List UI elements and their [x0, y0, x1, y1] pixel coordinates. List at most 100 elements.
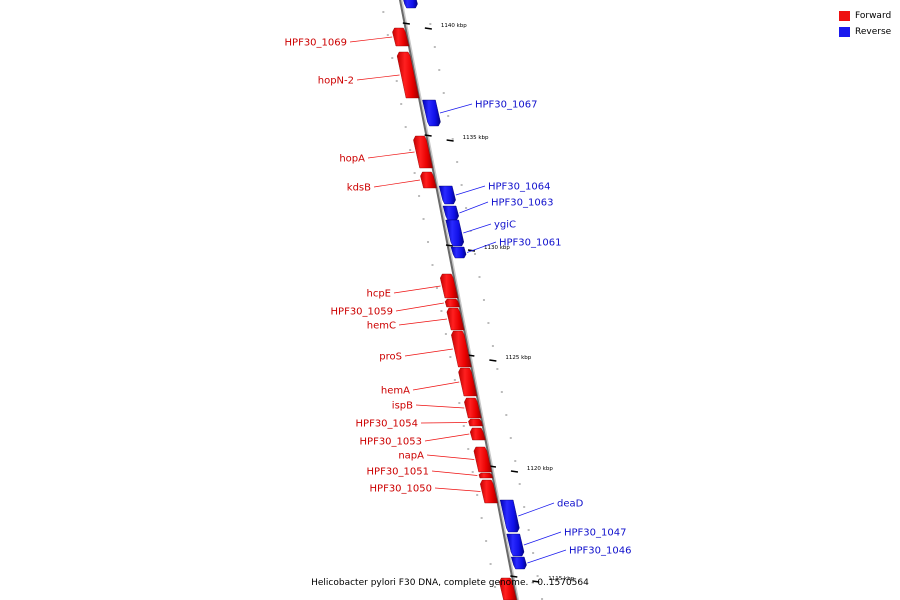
gene-arrow — [478, 472, 494, 479]
scale-tick — [445, 244, 454, 247]
gene-leader — [439, 103, 473, 114]
gene-hopa[interactable]: hopA — [339, 135, 433, 169]
gene-label: hcpE — [366, 289, 391, 300]
gene-leader — [463, 223, 492, 234]
gene-arrow — [422, 99, 441, 127]
gene-label: HPF30_1051 — [367, 467, 429, 478]
scale-label-1120-kbp: 1120 kbp — [527, 466, 553, 472]
gene-label: ygiC — [494, 220, 516, 231]
scale-label-1125-kbp: 1125 kbp — [505, 355, 531, 361]
gene-label: HPF30_1059 — [331, 307, 393, 318]
gene-label: hopN-2 — [318, 76, 354, 87]
gene-label: napA — [398, 451, 424, 462]
gene-reverse[interactable] — [402, 0, 418, 9]
gene-hpf30-1061[interactable]: HPF30_1061 — [450, 238, 561, 259]
gene-leader — [349, 36, 393, 43]
reverse-swatch — [839, 27, 850, 37]
gene-ispb[interactable]: ispB — [392, 397, 482, 419]
gene-arrow — [446, 307, 465, 331]
gene-forward[interactable] — [499, 577, 517, 600]
gene-leader — [420, 422, 468, 424]
scale-tick — [467, 249, 476, 252]
gene-label: HPF30_1053 — [360, 437, 422, 448]
gene-arrow — [450, 246, 467, 259]
gene-arrow — [438, 185, 456, 205]
legend-forward-label: Forward — [855, 11, 892, 21]
gene-hemc[interactable]: hemC — [367, 307, 465, 332]
genes: HPF30_1069 hopN-2 hopA kdsB hcpE HPF30_1059he… — [285, 0, 631, 600]
gene-leader — [523, 531, 562, 546]
gene-label: deaD — [557, 499, 584, 510]
scale-tick — [510, 470, 519, 473]
gene-kdsb[interactable]: kdsB — [347, 171, 437, 194]
gene-hpf30-1067[interactable]: HPF30_1067 — [422, 100, 537, 127]
gene-leader — [424, 433, 470, 442]
gene-napa[interactable]: napA — [398, 446, 492, 473]
gene-label: HPF30_1067 — [475, 100, 537, 111]
gene-label: HPF30_1063 — [491, 198, 553, 209]
gene-label: ispB — [392, 401, 413, 412]
legend: Forward Reverse — [839, 9, 899, 41]
gene-leader — [434, 487, 481, 492]
gene-arrow — [442, 205, 459, 221]
gene-arrow — [403, 0, 418, 9]
gene-pros[interactable]: proS — [379, 330, 472, 368]
gene-arrow — [444, 298, 460, 308]
gene-hpf30-1047[interactable]: HPF30_1047 — [506, 528, 627, 557]
gene-leader — [426, 454, 475, 460]
gene-arrow — [473, 446, 492, 473]
gene-arrow — [396, 51, 420, 99]
gene-arrow — [499, 499, 520, 533]
gene-label: hemC — [367, 321, 396, 332]
gene-leader — [356, 74, 400, 81]
gene-arrow — [469, 427, 486, 441]
scale-tick — [402, 22, 410, 25]
gene-arrow — [510, 556, 527, 570]
gene-label: proS — [379, 352, 402, 363]
gene-dead[interactable]: deaD — [499, 499, 584, 533]
gene-label: HPF30_1064 — [488, 182, 550, 193]
gene-leader — [393, 285, 441, 294]
gene-leader — [373, 179, 421, 188]
gene-leader — [367, 151, 415, 159]
scale-label-1115-kbp: 1115 kbp — [548, 576, 574, 582]
gene-hpf30-1051[interactable]: HPF30_1051 — [367, 467, 494, 479]
scale-label-1130-kbp: 1130 kbp — [484, 245, 510, 251]
gene-hpf30-1046[interactable]: HPF30_1046 — [510, 546, 631, 570]
caption-text: Helicobacter pylori F30 DNA, complete ge… — [311, 578, 589, 588]
legend-reverse-label: Reverse — [855, 27, 892, 37]
gene-arrow — [499, 577, 517, 600]
gene-hpf30-1063[interactable]: HPF30_1063 — [442, 198, 553, 221]
scale-tick — [532, 580, 540, 583]
gene-leader — [466, 241, 497, 253]
legend-forward: Forward — [839, 9, 899, 23]
gene-hema[interactable]: hemA — [381, 367, 478, 397]
gene-hopn-2[interactable]: hopN-2 — [318, 51, 420, 99]
scale-label-1135-kbp: 1135 kbp — [463, 135, 489, 141]
gene-hpf30-1064[interactable]: HPF30_1064 — [438, 182, 550, 205]
gene-arrow — [458, 367, 478, 397]
gene-label: HPF30_1054 — [356, 419, 418, 430]
gene-hpf30-1054[interactable]: HPF30_1054 — [356, 419, 484, 430]
gene-hcpe[interactable]: hcpE — [366, 273, 459, 300]
gene-leader — [412, 381, 460, 391]
gene-hpf30-1050[interactable]: HPF30_1050 — [370, 479, 498, 504]
gene-label: HPF30_1050 — [370, 484, 432, 495]
minor-ticks — [382, 11, 544, 600]
gene-label: kdsB — [347, 183, 371, 194]
gene-arrow — [451, 330, 472, 368]
gene-arrow — [464, 397, 482, 419]
gene-arrow — [445, 219, 465, 247]
gene-arrow — [413, 135, 433, 169]
gene-ygic[interactable]: ygiC — [445, 219, 516, 247]
gene-leader — [395, 302, 444, 312]
gene-hpf30-1053[interactable]: HPF30_1053 — [360, 427, 486, 448]
gene-leader — [404, 348, 453, 357]
gene-label: HPF30_1061 — [499, 238, 561, 249]
gene-hpf30-1069[interactable]: HPF30_1069 — [285, 27, 410, 49]
gene-hpf30-1059[interactable]: HPF30_1059 — [331, 298, 460, 318]
scale-label-1140-kbp: 1140 kbp — [441, 23, 467, 29]
gene-leader — [518, 502, 555, 517]
gene-label: HPF30_1069 — [285, 38, 347, 49]
gene-label: HPF30_1046 — [569, 546, 631, 557]
